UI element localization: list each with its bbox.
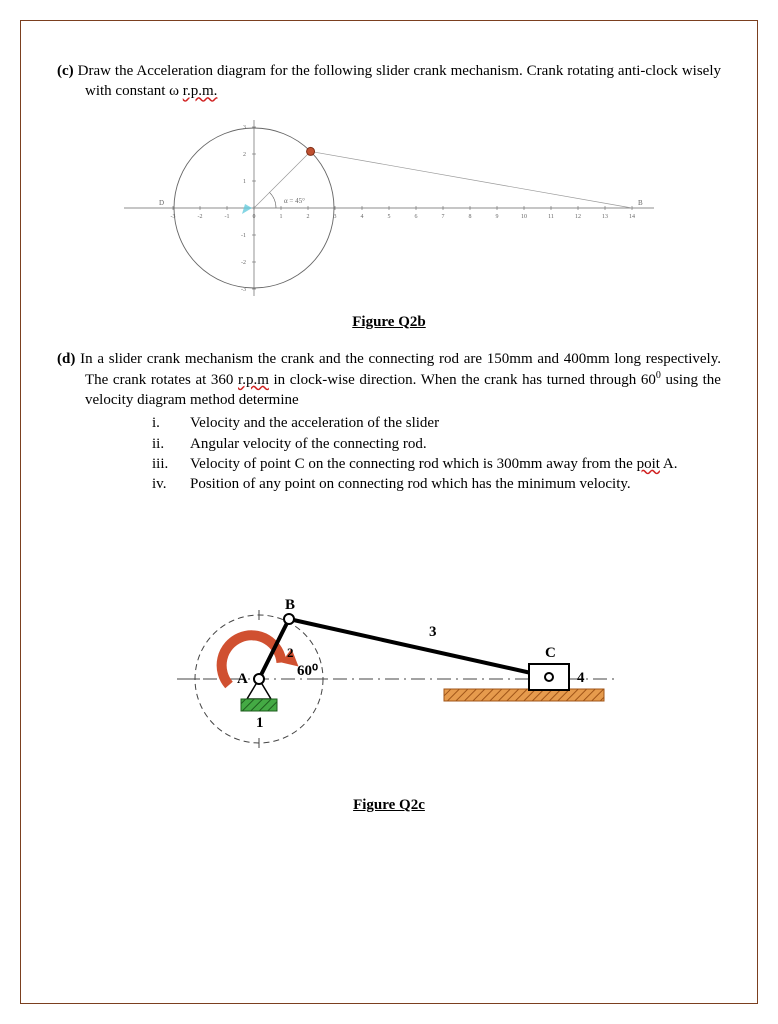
question-c: (c) Draw the Acceleration diagram for th… bbox=[57, 61, 721, 331]
svg-text:14: 14 bbox=[629, 214, 635, 220]
svg-text:α = 45°: α = 45° bbox=[284, 197, 305, 205]
svg-text:12: 12 bbox=[575, 214, 581, 220]
svg-text:13: 13 bbox=[602, 214, 608, 220]
svg-text:11: 11 bbox=[548, 214, 554, 220]
svg-text:5: 5 bbox=[388, 214, 391, 220]
question-c-text: (c) Draw the Acceleration diagram for th… bbox=[57, 61, 721, 102]
sub-num: iv. bbox=[152, 474, 190, 494]
svg-text:6: 6 bbox=[415, 214, 418, 220]
figure-q2b-caption: Figure Q2b bbox=[57, 314, 721, 331]
svg-text:B: B bbox=[638, 199, 643, 207]
question-c-body1: Draw the Acceleration diagram for the fo… bbox=[78, 63, 721, 99]
question-d: (d) In a slider crank mechanism the cran… bbox=[57, 349, 721, 815]
sub-text: Velocity of point C on the connecting ro… bbox=[190, 454, 677, 474]
svg-text:C: C bbox=[545, 645, 556, 661]
svg-text:4: 4 bbox=[361, 214, 364, 220]
sub-text: Angular velocity of the connecting rod. bbox=[190, 434, 427, 454]
svg-text:-2: -2 bbox=[241, 260, 246, 266]
diagram-q2c: A B C 1 2 3 4 60⁰ bbox=[149, 549, 629, 769]
sub-item-ii: ii. Angular velocity of the connecting r… bbox=[152, 434, 721, 454]
svg-text:A: A bbox=[237, 671, 248, 687]
figure-q2c-caption: Figure Q2c bbox=[57, 797, 721, 814]
question-c-label: (c) bbox=[57, 63, 74, 79]
svg-text:-2: -2 bbox=[198, 214, 203, 220]
svg-text:0: 0 bbox=[253, 214, 256, 220]
sub-text: Position of any point on connecting rod … bbox=[190, 474, 631, 494]
sub-num: i. bbox=[152, 413, 190, 433]
svg-text:8: 8 bbox=[469, 214, 472, 220]
svg-text:-1: -1 bbox=[241, 233, 246, 239]
sub-num: ii. bbox=[152, 434, 190, 454]
svg-text:1: 1 bbox=[256, 715, 264, 731]
svg-text:2: 2 bbox=[243, 152, 246, 158]
question-d-body2: in clock-wise direction. When the crank … bbox=[269, 372, 656, 388]
svg-text:2: 2 bbox=[287, 645, 294, 660]
question-d-sublist: i. Velocity and the acceleration of the … bbox=[152, 413, 721, 494]
svg-text:1: 1 bbox=[243, 179, 246, 185]
figure-q2b-wrap: -3-2-101234567891011121314-3-2-1123α = 4… bbox=[57, 108, 721, 331]
sub-num: iii. bbox=[152, 454, 190, 474]
svg-text:D: D bbox=[159, 199, 164, 207]
sub-item-iv: iv. Position of any point on connecting … bbox=[152, 474, 721, 494]
svg-text:10: 10 bbox=[521, 214, 527, 220]
question-d-wavy1: r.p.m bbox=[238, 372, 269, 388]
svg-text:B: B bbox=[285, 597, 295, 613]
figure-q2c-wrap: A B C 1 2 3 4 60⁰ Figure Q2c bbox=[57, 549, 721, 814]
page-border: (c) Draw the Acceleration diagram for th… bbox=[20, 20, 758, 1004]
svg-text:7: 7 bbox=[442, 214, 445, 220]
svg-text:4: 4 bbox=[577, 670, 585, 686]
sub-item-i: i. Velocity and the acceleration of the … bbox=[152, 413, 721, 433]
question-d-text: (d) In a slider crank mechanism the cran… bbox=[57, 349, 721, 411]
svg-text:-1: -1 bbox=[225, 214, 230, 220]
svg-text:1: 1 bbox=[280, 214, 283, 220]
question-c-wavy: r.p.m. bbox=[183, 83, 218, 99]
svg-text:3: 3 bbox=[429, 624, 437, 640]
svg-text:2: 2 bbox=[307, 214, 310, 220]
diagram-q2b: -3-2-101234567891011121314-3-2-1123α = 4… bbox=[109, 108, 669, 308]
svg-text:9: 9 bbox=[496, 214, 499, 220]
svg-text:60⁰: 60⁰ bbox=[297, 663, 318, 679]
question-d-label: (d) bbox=[57, 351, 75, 367]
sub-item-iii: iii. Velocity of point C on the connecti… bbox=[152, 454, 721, 474]
sub-text: Velocity and the acceleration of the sli… bbox=[190, 413, 439, 433]
